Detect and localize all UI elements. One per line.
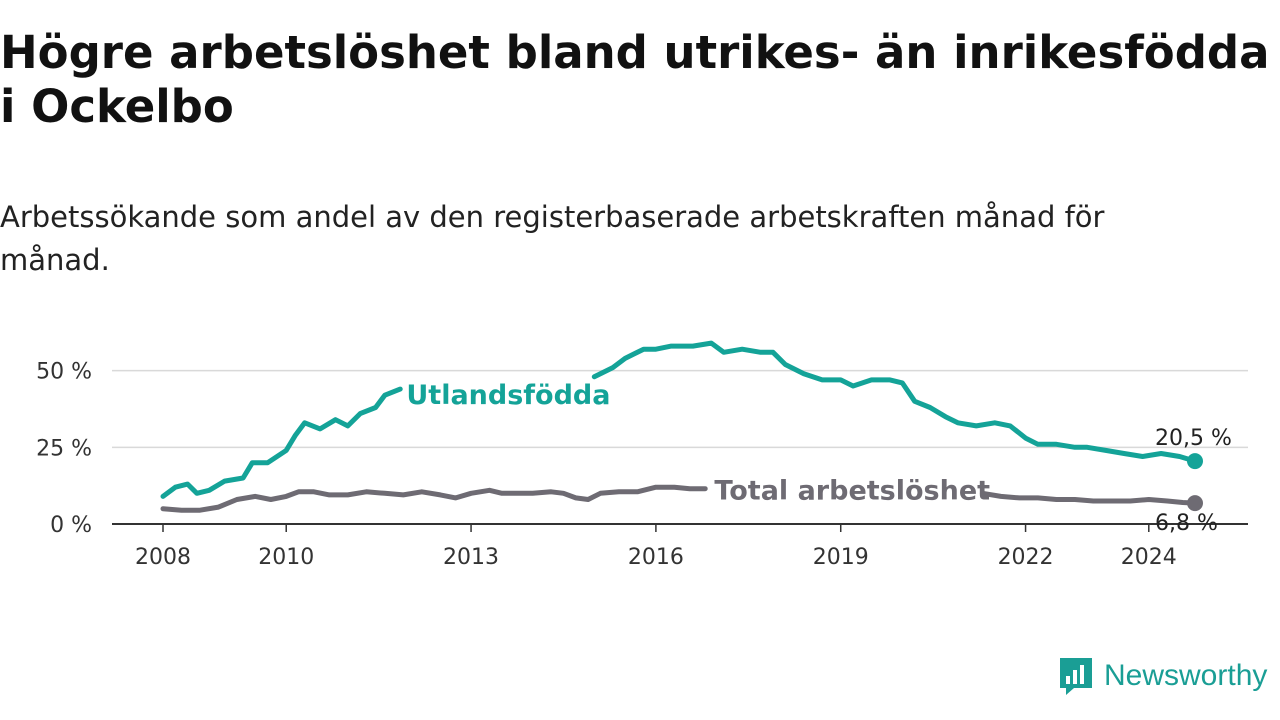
grid-lines (112, 369, 1248, 449)
line-chart: 0 %25 %50 %2008 2010 2013 2016 2019 2022 2024 … (36, 340, 1248, 570)
y-tick-label: 50 % (36, 360, 92, 385)
end-point-marker (1187, 453, 1203, 470)
series-lines (160, 340, 1203, 513)
series-label-utlandsfodda: Utlandsfödda (406, 380, 610, 411)
page-title: Högre arbetslöshet bland utrikes- än inr… (0, 26, 1270, 133)
series-labels: 20,5 % 6,8 % Utlandsfödda Total arbetslöshe… (406, 380, 1232, 536)
series-line-total (979, 490, 1198, 506)
end-value-label: 6,8 % (1155, 511, 1218, 536)
axes: 0 % 25 % 50 % 2008 2010 2013 2016 2019 2022 2024 (36, 360, 1248, 570)
brand-logo: Newsworthy (1058, 654, 1267, 698)
series-line-utlandsfodda (160, 386, 403, 499)
x-tick-label: 2019 (813, 545, 869, 570)
series-label-total: Total arbetslöshet (714, 475, 990, 506)
y-tick-label: 0 % (50, 513, 92, 538)
x-tick-label: 2024 (1121, 545, 1177, 570)
x-tick-label: 2016 (628, 545, 684, 570)
x-tick-label: 2013 (443, 545, 499, 570)
series-line-total (160, 484, 708, 513)
series-line-utlandsfodda (591, 340, 1198, 464)
x-tick-label: 2008 (135, 545, 191, 570)
end-point-marker (1187, 495, 1203, 512)
x-tick-label: 2010 (258, 545, 314, 570)
brand-name: Newsworthy (1104, 659, 1268, 692)
page-subtitle: Arbetssökande som andel av den registerb… (0, 200, 1105, 277)
newsworthy-logo-icon (1060, 658, 1092, 695)
y-tick-label: 25 % (36, 436, 92, 461)
end-value-label: 20,5 % (1155, 426, 1232, 451)
x-tick-label: 2022 (998, 545, 1054, 570)
